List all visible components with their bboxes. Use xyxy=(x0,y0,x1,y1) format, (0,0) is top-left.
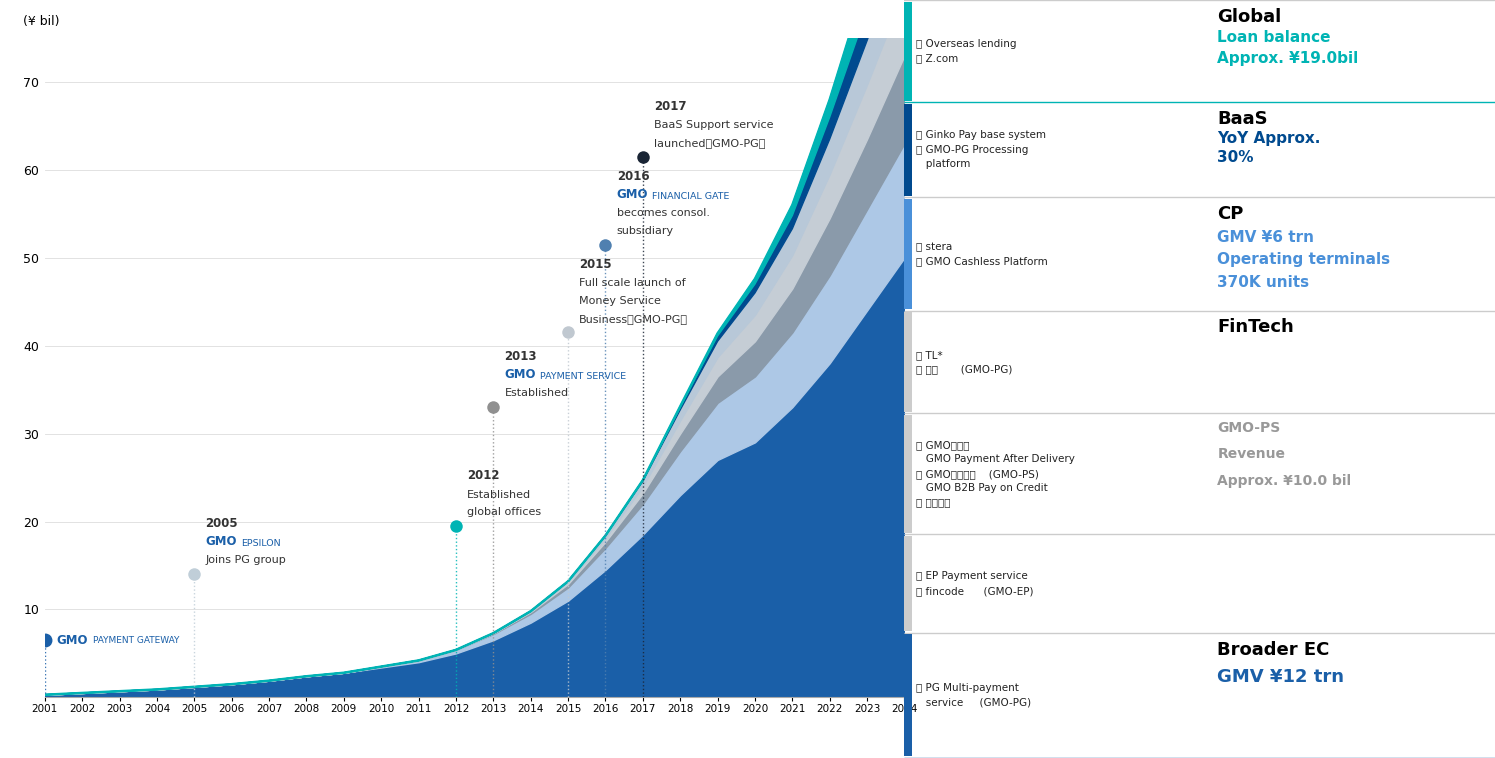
Text: 2017: 2017 xyxy=(655,99,686,113)
Bar xyxy=(904,104,912,196)
Text: Revenue: Revenue xyxy=(1217,447,1286,462)
Text: 30%: 30% xyxy=(1217,150,1254,164)
Bar xyxy=(904,634,912,756)
Text: ・ PG Multi-payment
   service     (GMO-PG): ・ PG Multi-payment service (GMO-PG) xyxy=(916,683,1032,708)
Text: PAYMENT SERVICE: PAYMENT SERVICE xyxy=(540,372,626,381)
Text: ・ EP Payment service
・ fincode      (GMO-EP): ・ EP Payment service ・ fincode (GMO-EP) xyxy=(916,572,1033,596)
Text: YoY Approx.: YoY Approx. xyxy=(1217,130,1320,146)
Text: becomes consol.: becomes consol. xyxy=(616,208,710,218)
Bar xyxy=(904,199,912,309)
Text: PAYMENT GATEWAY: PAYMENT GATEWAY xyxy=(93,636,179,645)
Text: 2012: 2012 xyxy=(466,469,499,482)
Bar xyxy=(904,312,912,412)
Text: ・ TL*
・ 即払       (GMO-PG): ・ TL* ・ 即払 (GMO-PG) xyxy=(916,349,1012,374)
Text: ・ stera
・ GMO Cashless Platform: ・ stera ・ GMO Cashless Platform xyxy=(916,242,1048,266)
Text: CP: CP xyxy=(1217,205,1244,223)
Text: GMO: GMO xyxy=(504,368,537,381)
Text: Approx. ¥10.0 bil: Approx. ¥10.0 bil xyxy=(1217,474,1351,488)
Text: 2005: 2005 xyxy=(205,517,238,531)
Text: GMO: GMO xyxy=(616,187,649,201)
Text: launched（GMO-PG）: launched（GMO-PG） xyxy=(655,138,765,148)
Bar xyxy=(904,415,912,533)
Text: Broader EC: Broader EC xyxy=(1217,641,1331,659)
Text: Approx. ¥19.0bil: Approx. ¥19.0bil xyxy=(1217,51,1359,65)
Text: Business（GMO-PG）: Business（GMO-PG） xyxy=(579,314,688,324)
Text: GMV ¥12 trn: GMV ¥12 trn xyxy=(1217,668,1344,686)
Bar xyxy=(904,2,912,101)
Text: (¥ bil): (¥ bil) xyxy=(24,15,60,28)
Text: FinTech: FinTech xyxy=(1217,318,1295,337)
Text: ・ Ginko Pay base system
・ GMO-PG Processing
   platform: ・ Ginko Pay base system ・ GMO-PG Process… xyxy=(916,130,1046,169)
Text: ・ GMO後払い
   GMO Payment After Delivery
・ GMO掛け払い    (GMO-PS)
   GMO B2B Pay on C: ・ GMO後払い GMO Payment After Delivery ・ GM… xyxy=(916,440,1075,508)
Text: Established: Established xyxy=(466,490,531,500)
Text: global offices: global offices xyxy=(466,507,541,517)
Text: 2015: 2015 xyxy=(579,258,611,271)
Text: Global: Global xyxy=(1217,8,1281,26)
Text: 2016: 2016 xyxy=(616,170,649,183)
Text: 2013: 2013 xyxy=(504,350,537,363)
Text: Established: Established xyxy=(504,388,568,399)
Text: ・ Overseas lending
・ Z.com: ・ Overseas lending ・ Z.com xyxy=(916,39,1017,64)
Text: EPSILON: EPSILON xyxy=(241,539,281,548)
Text: FINANCIAL GATE: FINANCIAL GATE xyxy=(652,192,730,201)
Text: BaaS Support service: BaaS Support service xyxy=(655,121,773,130)
Text: subsidiary: subsidiary xyxy=(616,226,674,236)
Text: GMV ¥6 trn: GMV ¥6 trn xyxy=(1217,230,1314,245)
Text: GMO: GMO xyxy=(205,535,238,548)
Bar xyxy=(904,536,912,631)
Text: BaaS: BaaS xyxy=(1217,110,1268,128)
Text: Joins PG group: Joins PG group xyxy=(205,556,287,565)
Text: GMO-PS: GMO-PS xyxy=(1217,421,1281,434)
Text: 370K units: 370K units xyxy=(1217,275,1310,290)
Text: Loan balance: Loan balance xyxy=(1217,30,1331,45)
Text: GMO: GMO xyxy=(57,634,88,647)
Text: Full scale launch of: Full scale launch of xyxy=(579,278,686,289)
Text: Operating terminals: Operating terminals xyxy=(1217,252,1390,268)
Text: Money Service: Money Service xyxy=(579,296,661,306)
